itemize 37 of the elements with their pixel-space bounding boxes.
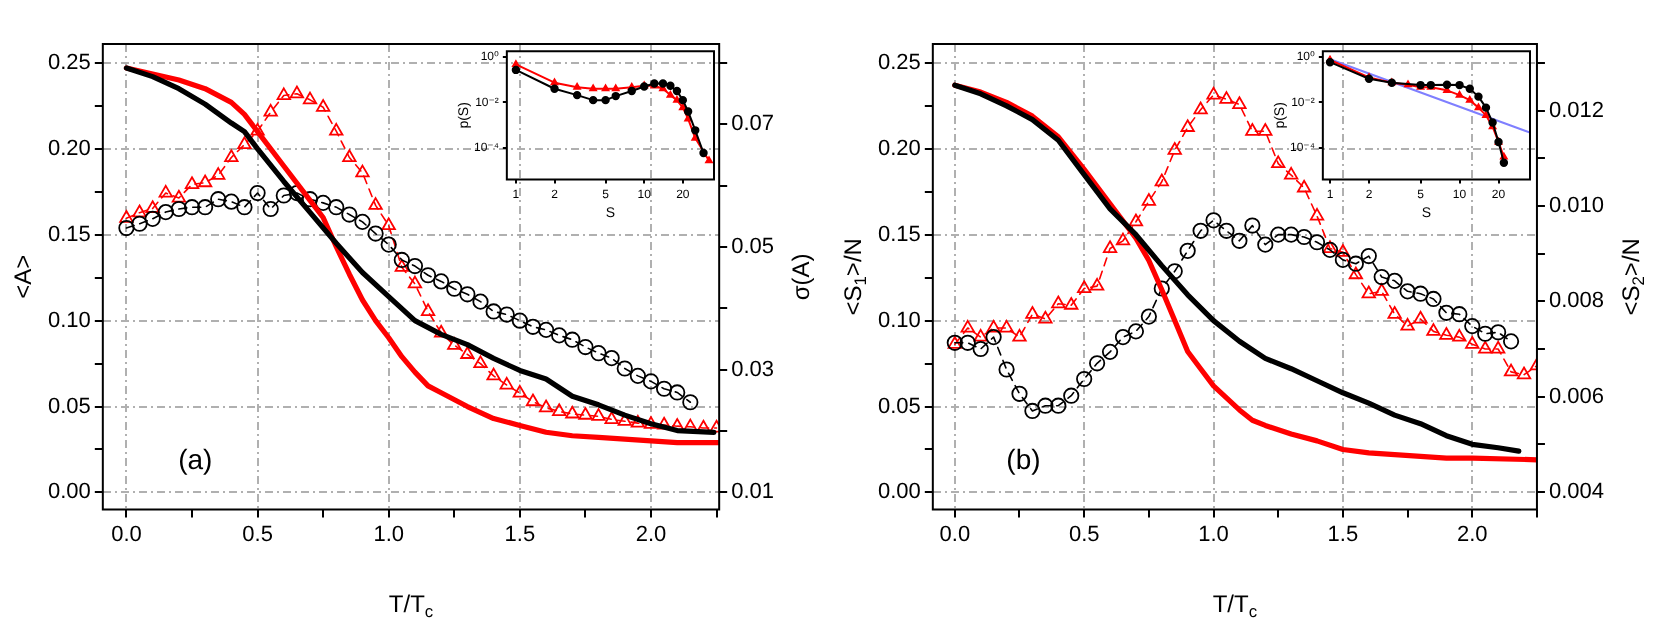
x-tick-label: 2.0	[1456, 522, 1488, 547]
y-tick-label: 0.05	[877, 394, 921, 419]
y-tick-label: 0.15	[47, 222, 91, 247]
x-tick-label: 0.5	[1068, 522, 1100, 547]
y2-axis-title: σ(A)	[786, 253, 815, 301]
y2-tick-label: 0.05	[731, 235, 775, 260]
x-tick-label: 1.5	[504, 522, 536, 547]
y2-axis-title: <S2>/N	[1616, 238, 1648, 316]
x-tick-label: 1.5	[1327, 522, 1359, 547]
y-tick-label: 0.10	[877, 308, 921, 333]
x-tick-label: 2.0	[635, 522, 667, 547]
x-tick-label: 1.0	[1198, 522, 1229, 547]
y-axis-title: <S1>/N	[838, 238, 870, 316]
y2-tick-label: 0.006	[1548, 384, 1605, 409]
y-tick-label: 0.00	[877, 480, 921, 505]
y-tick-label: 0.25	[877, 50, 921, 75]
y2-tick-label: 0.03	[731, 357, 775, 382]
y2-tick-label: 0.01	[731, 480, 775, 505]
y-tick-label: 0.00	[47, 480, 91, 505]
y-tick-label: 0.25	[47, 50, 91, 75]
y2-tick-label: 0.008	[1548, 289, 1605, 314]
y-tick-label: 0.20	[47, 136, 91, 161]
y2-tick-label: 0.010	[1548, 194, 1605, 219]
x-tick-label: 0.0	[939, 522, 971, 547]
y2-tick-label: 0.012	[1548, 98, 1605, 123]
y2-tick-label: 0.07	[731, 112, 775, 137]
y-tick-label: 0.05	[47, 394, 91, 419]
annotation: (a)	[178, 443, 213, 476]
annotation: (b)	[1006, 443, 1041, 476]
x-tick-label: 1.0	[373, 522, 404, 547]
y-tick-label: 0.20	[877, 136, 921, 161]
x-tick-label: 0.0	[111, 522, 142, 547]
y-tick-label: 0.10	[47, 308, 91, 333]
y2-tick-label: 0.004	[1548, 480, 1605, 505]
y-axis-title: <A>	[8, 254, 37, 299]
y-tick-label: 0.15	[877, 222, 921, 247]
x-tick-label: 0.5	[242, 522, 273, 547]
